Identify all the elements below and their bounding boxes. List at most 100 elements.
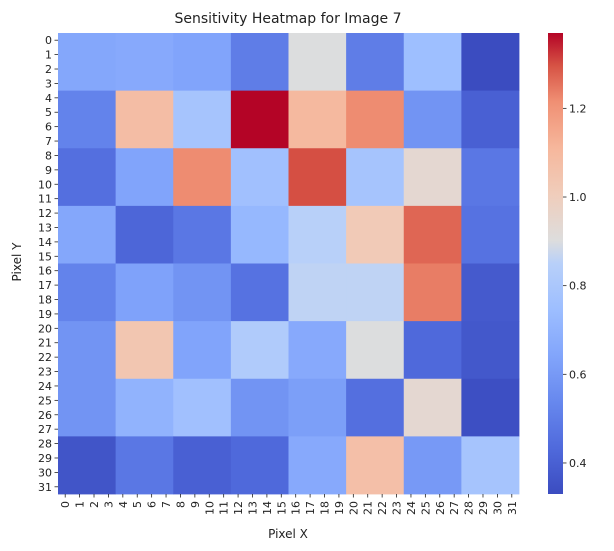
x-tick-label: 10 [203, 501, 216, 515]
heatmap-cell [403, 378, 462, 437]
colorbar-tick-label: 1.0 [569, 191, 587, 204]
y-tick-label: 9 [45, 164, 52, 177]
heatmap-cell [288, 33, 347, 92]
y-tick-label: 0 [45, 34, 52, 47]
heatmap-cell [115, 263, 174, 322]
x-tick-label: 13 [246, 501, 259, 515]
x-tick-label: 2 [88, 501, 101, 508]
heatmap-cell [288, 378, 347, 437]
colorbar-tick-label: 0.8 [569, 280, 587, 293]
heatmap-cell [173, 321, 232, 380]
x-tick-label: 0 [59, 501, 72, 508]
y-tick-label: 5 [45, 106, 52, 119]
heatmap-cell [58, 378, 117, 437]
x-tick-label: 29 [477, 501, 490, 515]
heatmap-cell [230, 378, 289, 437]
chart-title: Sensitivity Heatmap for Image 7 [174, 11, 401, 27]
heatmap-cell [346, 321, 405, 380]
x-tick-label: 27 [448, 501, 461, 515]
heatmap-cell [230, 90, 289, 149]
heatmap-cell [346, 378, 405, 437]
y-tick-label: 7 [45, 135, 52, 148]
x-axis: 0 1 2 3 4 5 6 7 8 9 10 11 12 13 14 15 16 17 18 19 20 21 22 23 24… [59, 494, 519, 515]
heatmap-cell [230, 205, 289, 264]
heatmap-cell [115, 148, 174, 207]
heatmap-cell [461, 263, 520, 322]
heatmap-cell [58, 90, 117, 149]
x-tick-label: 23 [391, 501, 404, 515]
heatmap-cell [403, 436, 462, 495]
y-tick-label: 4 [45, 92, 52, 105]
heatmap-cell [173, 205, 232, 264]
x-tick-label: 16 [290, 501, 303, 515]
heatmap-cell [58, 205, 117, 264]
x-tick-label: 7 [160, 501, 173, 508]
y-tick-label: 24 [38, 380, 52, 393]
heatmap-cell [461, 33, 520, 92]
heatmap-cell [173, 148, 232, 207]
heatmap-cell [461, 90, 520, 149]
heatmap-cell [230, 33, 289, 92]
x-tick-label: 17 [304, 501, 317, 515]
heatmap-cell [288, 321, 347, 380]
y-tick-label: 3 [45, 77, 52, 90]
x-tick-label: 26 [434, 501, 447, 515]
y-tick-label: 30 [38, 466, 52, 479]
heatmap-cell [58, 321, 117, 380]
heatmap-cell [288, 148, 347, 207]
heatmap-cell [173, 378, 232, 437]
heatmap-cell [403, 263, 462, 322]
y-tick-label: 20 [38, 322, 52, 335]
y-tick-label: 19 [38, 308, 52, 321]
heatmap-cell [346, 263, 405, 322]
heatmap-cell [346, 436, 405, 495]
x-tick-label: 19 [333, 501, 346, 515]
x-tick-label: 21 [362, 501, 375, 515]
x-tick-label: 20 [347, 501, 360, 515]
x-tick-label: 11 [218, 501, 231, 515]
x-tick-label: 8 [174, 501, 187, 508]
heatmap-cell [461, 436, 520, 495]
heatmap-cell [461, 148, 520, 207]
heatmap-cell [58, 263, 117, 322]
y-tick-label: 12 [38, 207, 52, 220]
heatmap-cell [461, 205, 520, 264]
heatmap-cell [288, 90, 347, 149]
y-tick-label: 28 [38, 438, 52, 451]
y-tick-label: 8 [45, 149, 52, 162]
x-tick-label: 30 [491, 501, 504, 515]
heatmap-cell [58, 436, 117, 495]
heatmap-cell [115, 436, 174, 495]
heatmap-cell [230, 148, 289, 207]
heatmap-cell [173, 33, 232, 92]
y-tick-label: 1 [45, 49, 52, 62]
x-tick-label: 12 [232, 501, 245, 515]
x-tick-label: 18 [319, 501, 332, 515]
y-tick-label: 23 [38, 366, 52, 379]
y-tick-label: 31 [38, 481, 52, 494]
x-tick-label: 4 [117, 501, 130, 508]
heatmap-cell [346, 33, 405, 92]
heatmap-cell [346, 205, 405, 264]
heatmap-cell [173, 436, 232, 495]
y-tick-label: 27 [38, 423, 52, 436]
heatmap-cell [461, 378, 520, 437]
heatmap-cell [288, 263, 347, 322]
colorbar-tick-label: 0.4 [569, 457, 587, 470]
colorbar [548, 33, 563, 494]
x-tick-label: 28 [463, 501, 476, 515]
y-tick-label: 17 [38, 279, 52, 292]
heatmap-cell [58, 148, 117, 207]
x-tick-label: 6 [146, 501, 159, 508]
heatmap-cell [403, 148, 462, 207]
heatmap-cells [58, 33, 520, 495]
y-tick-label: 18 [38, 294, 52, 307]
heatmap-cell [403, 90, 462, 149]
x-tick-label: 5 [131, 501, 144, 508]
y-tick-label: 25 [38, 394, 52, 407]
x-tick-label: 25 [419, 501, 432, 515]
heatmap-cell [115, 205, 174, 264]
x-tick-label: 22 [376, 501, 389, 515]
heatmap-cell [288, 205, 347, 264]
heatmap-cell [115, 378, 174, 437]
